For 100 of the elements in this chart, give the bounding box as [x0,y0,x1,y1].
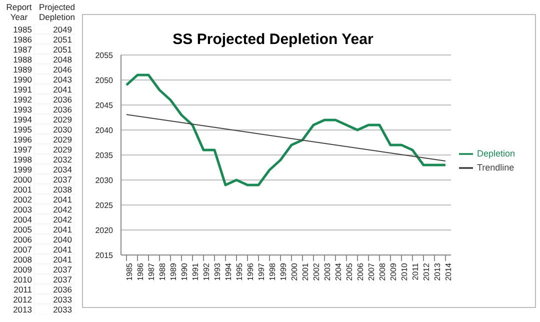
text: 2034 [53,164,72,174]
x-tick-label: 2012 [422,262,432,281]
y-tick-label: 2055 [95,50,114,60]
text: 2038 [53,184,72,194]
y-tick-label: 1990 [13,74,32,84]
x-tick-label: 2011 [411,262,420,280]
text: 2037 [53,274,72,284]
x-tick-label: Projected Depletion [38,2,76,24]
text: 2033 [53,304,72,314]
x-tick-label: 2008 [378,262,388,281]
y-tick-label: 2040 [95,126,114,135]
text: 2040 [53,234,72,244]
text: 2029 [53,144,72,154]
x-tick-label: 2007 [367,262,376,281]
x-tick-label: 1986 [136,262,146,281]
y-tick-label: 2011 [14,284,32,294]
y-tick-label: 2035 [95,150,114,160]
text: 2037 [53,264,72,274]
x-tick-label: 2009 [389,262,398,281]
y-tick-label: 1987 [13,44,32,54]
text: 2041 [53,224,72,234]
legend-label: Depletion [476,148,515,158]
x-tick-label: 1988 [158,262,168,281]
y-tick-label: 2003 [13,204,32,214]
x-tick-label: 1989 [169,262,178,281]
text: 2037 [53,174,72,184]
y-tick-label: 1994 [13,114,32,124]
y-tick-label: 2020 [95,226,114,235]
x-tick-label: 2014 [444,262,454,281]
x-tick-label: 2010 [400,262,410,281]
x-tick-label: 1998 [268,262,278,281]
text: 2036 [53,284,72,294]
text: 2041 [53,254,72,264]
line-series [125,74,447,186]
y-tick-label: 2004 [13,214,32,224]
x-tick-label: 1997 [257,262,266,281]
x-tick-label: 2004 [334,262,344,281]
y-tick-label: 1999 [13,164,32,174]
y-tick-label: 1995 [13,124,32,134]
text: 2048 [53,54,72,64]
y-tick-label: 2001 [13,184,32,194]
x-tick-label: 1993 [213,262,222,281]
text: 2051 [53,34,72,44]
y-tick-label: 1992 [13,94,32,104]
text: 2036 [53,94,72,104]
text: 2042 [53,214,72,224]
x-tick-label: 1999 [279,262,288,281]
x-tick-label: 2013 [433,262,442,281]
x-tick-label: 1987 [147,262,156,281]
text: 2046 [53,64,72,74]
y-tick-label: 2012 [13,294,32,304]
x-tick-label: 2003 [323,262,332,281]
y-tick-label: 2005 [13,224,32,234]
x-tick-label: 1995 [235,262,244,281]
text: 2041 [53,194,72,204]
y-tick-label: 2006 [13,234,32,244]
chart-title: SS Projected Depletion Year [172,31,374,48]
y-tick-label: 1989 [13,64,32,74]
x-tick-label: 1994 [224,262,234,281]
y-tick-label: 1998 [13,154,32,164]
text: 2029 [53,134,72,144]
text: 2041 [53,244,72,254]
x-tick-label: 1992 [202,262,212,281]
legend-label: Trendline [476,162,514,172]
y-tick-label: 2050 [95,76,114,85]
x-tick-label: 1996 [246,262,256,281]
text: 2043 [53,74,72,84]
text: Report Year [6,2,32,22]
x-tick-label: 2006 [356,262,366,281]
text: 2032 [53,154,72,164]
y-tick-label: 2013 [13,304,32,314]
y-tick-label: 2000 [13,174,32,184]
y-tick-label: 1996 [13,134,32,144]
x-tick-label: 1985 [125,262,134,281]
text: 2033 [53,294,72,304]
x-tick-label: 2002 [312,262,322,281]
x-tick-label: 2001 [301,262,310,281]
y-tick-label: 2015 [95,250,114,260]
x-tick-label: 1990 [180,262,190,281]
y-tick-label: 1985 [13,24,32,34]
text: 2041 [53,84,72,94]
y-tick-label: 1991 [13,84,32,94]
text: 2030 [53,124,72,134]
y-tick-label: 2008 [13,254,32,264]
y-tick-label: 1993 [13,104,32,114]
y-tick-label: 2030 [95,176,114,185]
text: 2029 [53,114,72,124]
y-tick-label: 2025 [95,200,114,210]
x-tick-label: 1991 [191,262,200,281]
y-tick-label: 2002 [13,194,32,204]
y-tick-label: 1997 [13,144,32,154]
y-tick-label: 1988 [13,54,32,64]
y-tick-label: 2007 [13,244,32,254]
text: 2042 [53,204,72,214]
text: 2049 [53,24,72,34]
y-tick-label: 2045 [95,100,114,110]
text: 2051 [53,44,72,54]
x-tick-label: 2000 [290,262,300,281]
y-tick-label: 1986 [13,34,32,44]
x-tick-label: 2005 [345,262,354,281]
